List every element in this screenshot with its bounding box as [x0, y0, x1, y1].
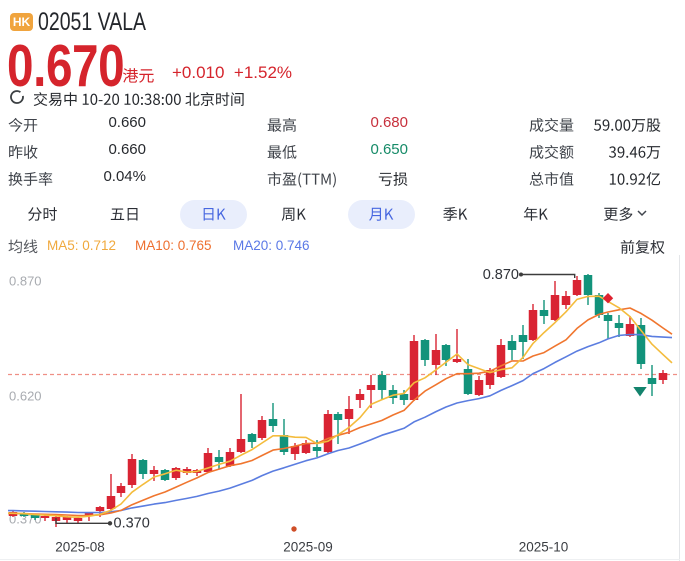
svg-text:2025-08: 2025-08 — [55, 540, 105, 555]
svg-text:0.370: 0.370 — [114, 516, 150, 532]
svg-text:0.870: 0.870 — [9, 274, 42, 289]
svg-text:0.870: 0.870 — [483, 267, 519, 283]
svg-text:0.620: 0.620 — [9, 389, 42, 404]
svg-text:2025-09: 2025-09 — [283, 540, 333, 555]
svg-text:2025-10: 2025-10 — [519, 540, 569, 555]
